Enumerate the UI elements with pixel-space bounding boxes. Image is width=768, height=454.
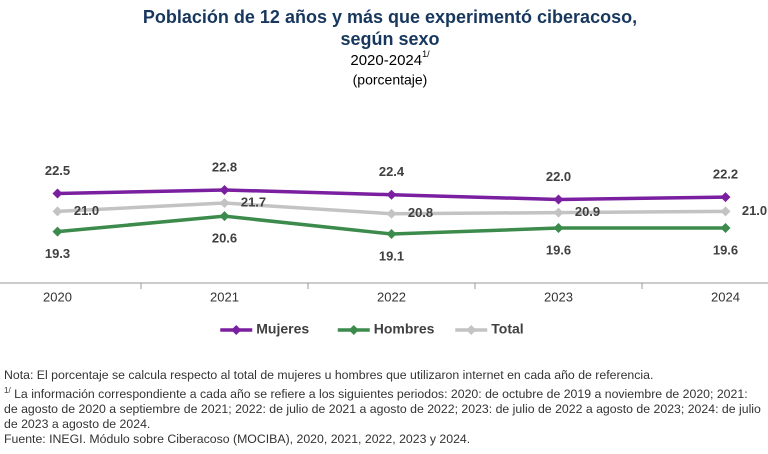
point-marker	[553, 207, 564, 218]
value-label: 21.0	[74, 203, 99, 218]
value-label: 21.0	[742, 203, 767, 218]
point-marker	[553, 223, 564, 234]
chart-title: según sexo	[340, 29, 439, 49]
unit-label: (porcentaje)	[353, 72, 428, 88]
legend-label: Mujeres	[256, 321, 309, 337]
value-label: 22.5	[45, 163, 70, 178]
value-label: 20.9	[575, 204, 600, 219]
x-tick-label: 2020	[43, 289, 72, 304]
value-label: 21.7	[241, 194, 266, 209]
value-label: 22.4	[379, 164, 405, 179]
x-tick-label: 2023	[544, 289, 573, 304]
point-marker	[52, 188, 63, 199]
point-marker	[720, 192, 731, 203]
legend-label: Total	[491, 321, 523, 337]
footnote: 1/ La información correspondiente a cada…	[4, 383, 762, 432]
point-marker	[52, 206, 63, 217]
chart-subtitle: 2020-20241/	[350, 49, 430, 69]
value-label: 20.8	[408, 205, 433, 220]
chart: Población de 12 años y más que experimen…	[0, 7, 768, 337]
legend-marker	[348, 325, 359, 335]
value-label: 20.6	[212, 231, 237, 246]
point-marker	[219, 198, 230, 209]
point-marker	[219, 211, 230, 222]
notes: Nota: El porcentaje se calcula respecto …	[4, 368, 762, 447]
x-tick-label: 2024	[711, 289, 740, 304]
point-marker	[52, 226, 63, 237]
legend-marker	[466, 325, 477, 335]
footnote-text: La información correspondiente a cada añ…	[4, 387, 761, 432]
x-tick-label: 2021	[210, 289, 239, 304]
x-tick-label: 2022	[377, 289, 406, 304]
footnote-marker: 1/	[4, 386, 11, 395]
value-label: 22.2	[713, 167, 738, 182]
value-label: 22.8	[212, 159, 237, 174]
subtitle-note: 1/	[422, 49, 430, 59]
point-marker	[219, 184, 230, 195]
legend-marker	[231, 325, 242, 335]
point-marker	[386, 189, 397, 200]
point-marker	[720, 206, 731, 217]
legend-label: Hombres	[374, 321, 435, 337]
value-label: 22.0	[546, 169, 571, 184]
point-marker	[386, 208, 397, 219]
point-marker	[720, 223, 731, 234]
point-marker	[386, 229, 397, 239]
subtitle: 2020-2024	[350, 52, 422, 69]
note: Nota: El porcentaje se calcula respecto …	[4, 368, 654, 382]
source: Fuente: INEGI. Módulo sobre Ciberacoso (…	[4, 432, 471, 447]
value-label: 19.6	[546, 242, 571, 257]
value-label: 19.6	[713, 242, 738, 257]
point-marker	[553, 194, 564, 205]
chart-title: Población de 12 años y más que experimen…	[143, 7, 637, 27]
value-label: 19.1	[379, 248, 404, 263]
value-label: 19.3	[45, 246, 70, 261]
